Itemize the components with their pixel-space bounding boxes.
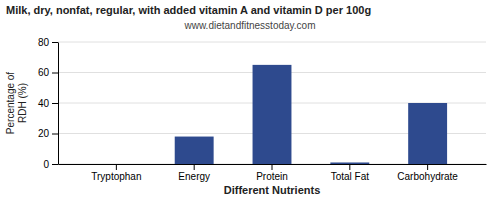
y-axis-title: Percentage ofRDH (%)	[5, 72, 28, 134]
tick-label: 0	[43, 159, 49, 170]
grid-line	[58, 42, 486, 43]
tick-mark	[52, 73, 58, 74]
tick-mark	[52, 42, 58, 43]
chart-svg: Milk, dry, nonfat, regular, with added v…	[0, 0, 500, 200]
tick-mark	[272, 164, 273, 170]
tick-label: Energy	[178, 171, 210, 182]
bar	[330, 162, 369, 164]
tick-label: Protein	[256, 171, 288, 182]
tick-label: Carbohydrate	[397, 171, 458, 182]
chart-container: Milk, dry, nonfat, regular, with added v…	[0, 0, 500, 200]
y-axis-title-line: RDH (%)	[17, 83, 28, 123]
tick-mark	[194, 164, 195, 170]
tick-mark	[52, 103, 58, 104]
plot: 0 20 40 60 80 Tryptophan Energy Protein Total Fa…	[38, 37, 487, 182]
tick: 20	[38, 128, 58, 139]
subtitle: www.dietandfitnesstoday.com	[184, 20, 316, 31]
tick-mark	[52, 164, 58, 165]
y-axis: 0 20 40 60 80	[38, 37, 59, 170]
tick: 80	[38, 37, 58, 48]
tick-mark	[349, 164, 350, 170]
tick: 60	[38, 67, 58, 78]
tick: Tryptophan	[91, 164, 141, 182]
tick-label: 20	[38, 128, 50, 139]
title: Milk, dry, nonfat, regular, with added v…	[6, 4, 371, 16]
x-axis-title: Different Nutrients	[224, 184, 321, 196]
grid	[58, 42, 486, 164]
tick-label: 40	[38, 98, 50, 109]
tick-label: 80	[38, 37, 50, 48]
tick-label: 60	[38, 67, 50, 78]
axis-line	[58, 43, 59, 165]
tick: Protein	[256, 164, 288, 182]
bar	[253, 65, 292, 164]
tick-label: Total Fat	[331, 171, 370, 182]
bar	[408, 103, 447, 164]
tick-mark	[116, 164, 117, 170]
x-axis: Tryptophan Energy Protein Total Fat Carbohyd…	[59, 164, 487, 182]
tick: Carbohydrate	[397, 164, 458, 182]
tick: Total Fat	[331, 164, 370, 182]
bar	[97, 164, 136, 165]
tick: 0	[43, 159, 58, 170]
tick-mark	[427, 164, 428, 170]
tick-label: Tryptophan	[91, 171, 141, 182]
tick-mark	[52, 134, 58, 135]
tick: 40	[38, 98, 58, 109]
y-axis-title-line: Percentage of	[5, 72, 16, 134]
bars	[175, 65, 447, 164]
bar	[175, 137, 214, 164]
tick: Energy	[178, 164, 210, 182]
